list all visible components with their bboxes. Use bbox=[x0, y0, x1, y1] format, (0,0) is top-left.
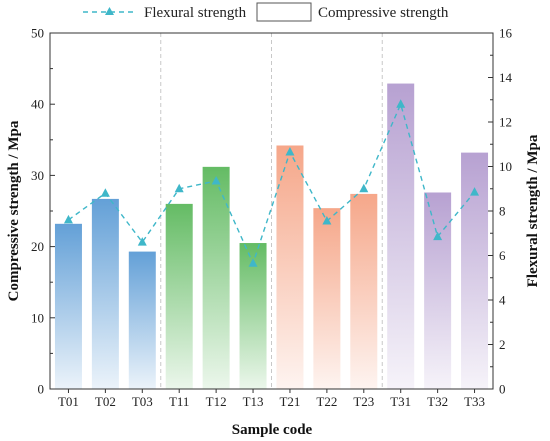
flexural-point-T02 bbox=[100, 188, 110, 197]
flexural-point-T01 bbox=[63, 214, 73, 224]
y-right-tick-label: 8 bbox=[499, 204, 506, 219]
y-axis-left-title: Compressive strength / Mpa bbox=[6, 120, 22, 301]
x-tick-label: T23 bbox=[353, 394, 374, 409]
bar-T32 bbox=[424, 192, 452, 389]
x-tick-label: T13 bbox=[243, 394, 264, 409]
y-right-tick-label: 0 bbox=[499, 382, 506, 397]
x-tick-label: T12 bbox=[206, 394, 227, 409]
flexural-point-T11 bbox=[174, 183, 184, 193]
x-tick-label: T32 bbox=[427, 394, 448, 409]
bar-T21 bbox=[276, 145, 304, 389]
flexural-point-T12 bbox=[211, 175, 221, 185]
x-tick-label: T33 bbox=[464, 394, 485, 409]
legend: Flexural strength Compressive strength bbox=[83, 2, 449, 22]
legend-triangle-marker bbox=[105, 7, 114, 15]
y-right-tick-label: 12 bbox=[499, 115, 512, 130]
y-left-tick-label: 30 bbox=[31, 168, 44, 183]
x-tick-label: T02 bbox=[95, 394, 116, 409]
y-right-tick-label: 4 bbox=[499, 293, 506, 308]
y-axis-right-title: Flexural strength / Mpa bbox=[525, 134, 541, 287]
x-tick-label: T11 bbox=[169, 394, 189, 409]
flexural-point-T33 bbox=[470, 187, 480, 196]
flexural-point-T23 bbox=[359, 183, 369, 193]
flexural-point-T22 bbox=[322, 216, 332, 225]
flexural-line bbox=[68, 102, 476, 266]
bar-T02 bbox=[91, 198, 119, 389]
legend-label-flexural: Flexural strength bbox=[144, 5, 247, 21]
flexural-point-T21 bbox=[285, 147, 295, 156]
bar-T12 bbox=[202, 166, 230, 389]
y-right-tick-label: 16 bbox=[499, 26, 513, 41]
legend-bar-swatch bbox=[256, 2, 312, 22]
y-left-tick-label: 50 bbox=[31, 26, 44, 41]
x-tick-label: T22 bbox=[316, 394, 337, 409]
y-left-tick-label: 40 bbox=[31, 97, 44, 112]
y-right-tick-label: 14 bbox=[499, 70, 513, 85]
flexural-point-T31 bbox=[396, 99, 406, 108]
y-left-tick-label: 20 bbox=[31, 239, 44, 254]
legend-label-compressive: Compressive strength bbox=[318, 5, 449, 21]
x-tick-label: T03 bbox=[132, 394, 153, 409]
bar-T31 bbox=[387, 83, 415, 389]
flexural-point-T03 bbox=[137, 237, 147, 246]
bar-T13 bbox=[239, 243, 267, 389]
y-right-tick-label: 10 bbox=[499, 159, 512, 174]
plot-area: 0 10 20 30 40 50 0 2 4 6 8 10 12 14 16 T01 T02 T03 T11 T12 T… bbox=[31, 26, 513, 410]
bar-T23 bbox=[350, 193, 378, 389]
bar-T01 bbox=[54, 223, 82, 389]
y-left-tick-label: 10 bbox=[31, 310, 44, 325]
x-tick-label: T01 bbox=[58, 394, 79, 409]
y-right-tick-label: 6 bbox=[499, 248, 506, 263]
y-right-tick-label: 2 bbox=[499, 337, 506, 352]
flexural-point-T32 bbox=[433, 231, 443, 241]
y-left-tick-label: 0 bbox=[38, 382, 45, 397]
x-axis-title: Sample code bbox=[232, 422, 313, 438]
x-tick-label: T31 bbox=[390, 394, 411, 409]
bar-T03 bbox=[128, 251, 156, 389]
x-tick-label: T21 bbox=[279, 394, 300, 409]
bar-T22 bbox=[313, 208, 341, 389]
flexural-point-T13 bbox=[248, 258, 258, 267]
bar-T11 bbox=[165, 203, 193, 389]
